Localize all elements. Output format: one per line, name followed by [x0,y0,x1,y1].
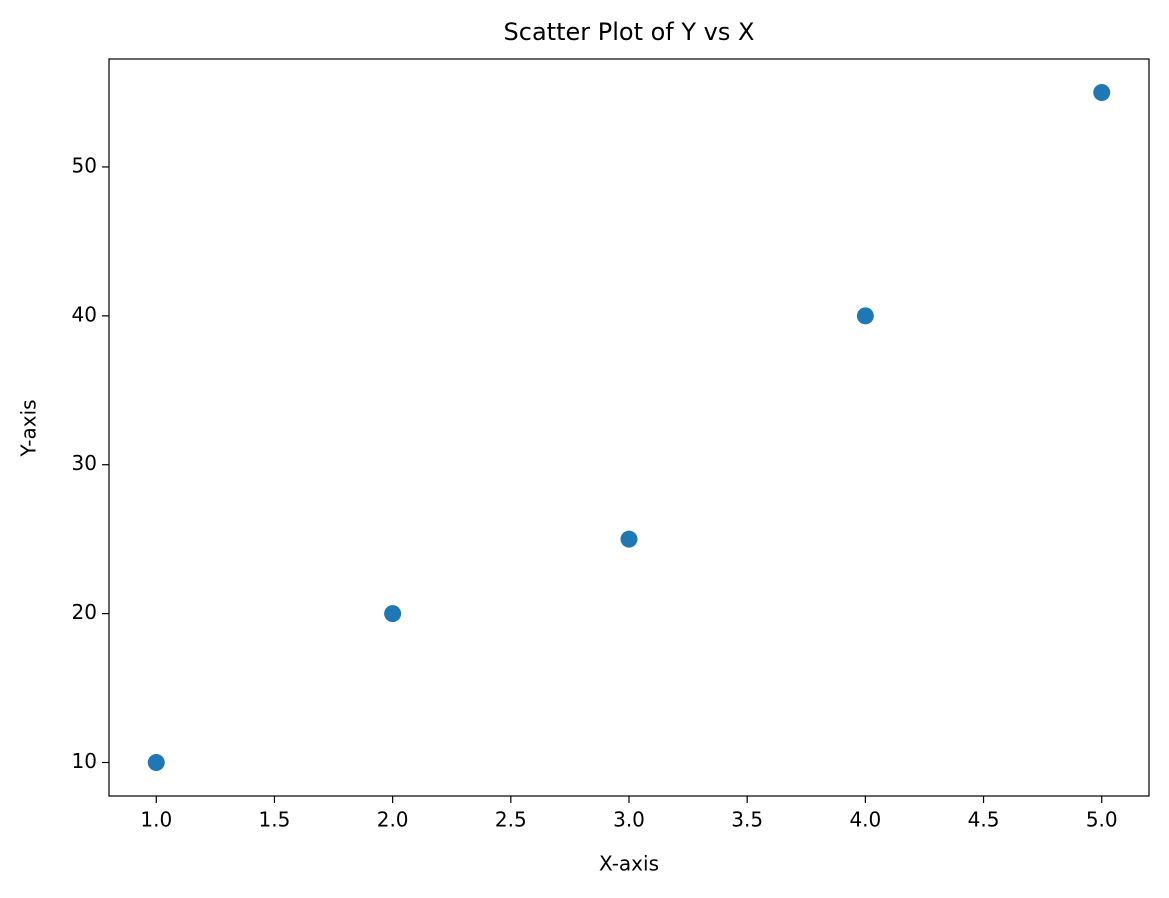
chart-title: Scatter Plot of Y vs X [504,18,755,46]
y-axis-label: Y-axis [17,399,41,457]
scatter-point [147,754,165,771]
x-tick-label: 4.5 [968,808,1000,832]
x-tick-label: 3.5 [731,808,763,832]
y-tick-label: 50 [72,153,97,177]
y-tick-label: 40 [72,302,97,326]
x-tick-label: 4.0 [849,808,881,832]
y-tick-label: 10 [72,749,97,773]
x-axis-label: X-axis [599,852,659,876]
x-tick-label: 2.0 [377,808,409,832]
x-tick-label: 3.0 [613,808,645,832]
scatter-point [620,530,638,548]
y-tick-label: 20 [72,600,97,624]
scatter-point [1093,84,1111,101]
y-tick-label: 30 [72,451,97,475]
x-tick-label: 5.0 [1086,808,1118,832]
scatter-point [384,605,402,623]
x-tick-label: 2.5 [495,808,527,832]
x-tick-label: 1.0 [140,808,172,832]
x-tick-label: 1.5 [259,808,291,832]
scatter-point [856,307,874,325]
plot-frame [108,58,1150,797]
